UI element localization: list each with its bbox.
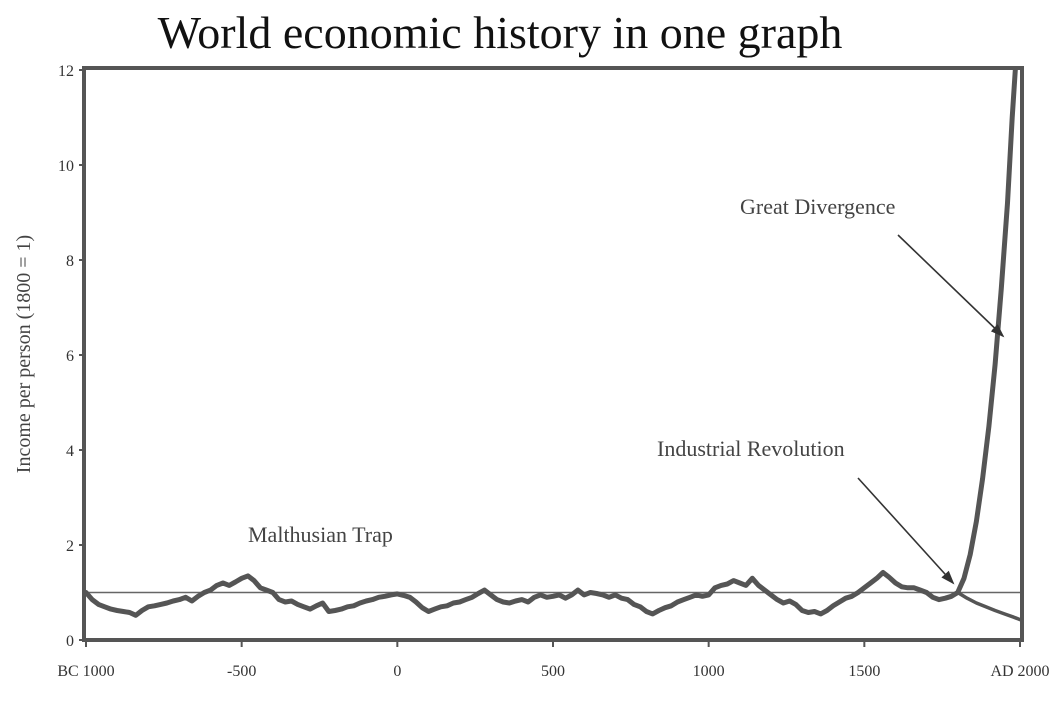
annotation-malthusian-trap: Malthusian Trap [248, 522, 393, 547]
y-tick-label: 10 [58, 158, 74, 175]
y-tick-label: 4 [66, 443, 74, 460]
x-tick-label: -500 [227, 663, 256, 680]
annotation-arrow-great-divergence [897, 234, 1005, 338]
x-tick-label: AD 2000 [990, 663, 1049, 680]
series-layer [83, 67, 1022, 622]
plot-frame [82, 66, 1024, 642]
annotation-industrial-revolution: Industrial Revolution [657, 436, 845, 461]
annotation-arrow-industrial-revolution [857, 477, 955, 585]
y-tick-label: 2 [66, 538, 74, 555]
x-tick-label: BC 1000 [57, 663, 114, 680]
x-tick-label: 1500 [848, 663, 880, 680]
y-tick-label: 0 [66, 633, 74, 650]
y-axis-label: Income per person (1800 = 1) [13, 235, 35, 473]
x-tick-label: 1000 [693, 663, 725, 680]
chart-title: World economic history in one graph [158, 7, 843, 58]
y-tick-label: 12 [58, 63, 74, 80]
x-tick-label: 0 [393, 663, 401, 680]
annotation-great-divergence: Great Divergence [740, 194, 895, 219]
x-tick-label: 500 [541, 663, 565, 680]
axis-ticks: BC 1000 -500 0 500 1000 1500 AD 2000 0 2 4 6 8 10 12 [57, 63, 1049, 680]
y-tick-label: 6 [66, 348, 74, 365]
income-line-divergence-low [955, 590, 1022, 622]
income-line [83, 67, 1018, 618]
y-tick-label: 8 [66, 253, 74, 270]
